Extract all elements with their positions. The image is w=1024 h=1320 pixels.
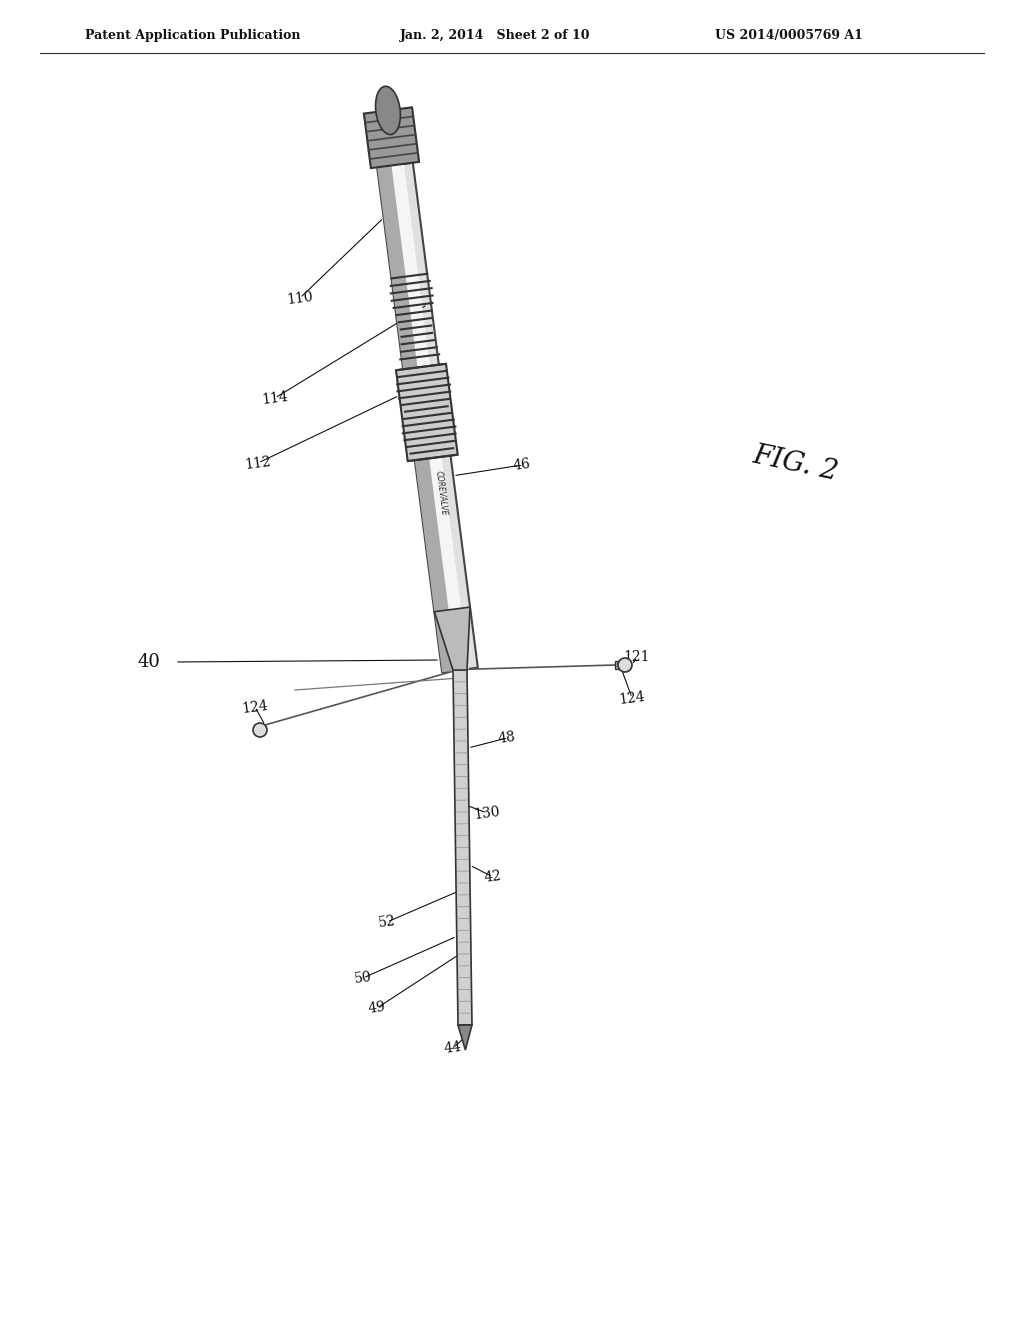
Text: 49: 49 — [368, 1001, 387, 1016]
Text: 50: 50 — [353, 970, 373, 986]
Polygon shape — [377, 165, 457, 672]
Text: Jan. 2, 2014   Sheet 2 of 10: Jan. 2, 2014 Sheet 2 of 10 — [400, 29, 591, 41]
Text: 110: 110 — [286, 289, 314, 306]
Polygon shape — [615, 661, 623, 669]
Text: US 2014/0005769 A1: US 2014/0005769 A1 — [715, 29, 863, 41]
Polygon shape — [377, 162, 478, 672]
Text: 42: 42 — [483, 869, 503, 886]
Polygon shape — [453, 671, 472, 1026]
Text: 52: 52 — [378, 913, 396, 931]
Polygon shape — [458, 1024, 472, 1049]
Polygon shape — [364, 107, 419, 168]
Polygon shape — [396, 364, 458, 461]
Text: 112: 112 — [244, 454, 272, 471]
Text: COREVALVE: COREVALVE — [434, 470, 449, 516]
Text: 44: 44 — [443, 1040, 463, 1056]
Circle shape — [618, 657, 632, 672]
Text: Patent Application Publication: Patent Application Publication — [85, 29, 300, 41]
Circle shape — [253, 723, 267, 737]
Text: 46: 46 — [512, 457, 531, 473]
Text: 114: 114 — [261, 389, 289, 407]
Text: 40: 40 — [137, 653, 160, 671]
Text: 48: 48 — [498, 730, 517, 746]
Text: 121: 121 — [624, 649, 650, 664]
Polygon shape — [386, 164, 469, 671]
Text: 124: 124 — [617, 689, 646, 706]
Text: FIG. 2: FIG. 2 — [750, 442, 841, 486]
Polygon shape — [434, 607, 470, 671]
Text: 124: 124 — [241, 698, 269, 715]
Text: 130: 130 — [473, 804, 501, 821]
Ellipse shape — [376, 86, 400, 135]
